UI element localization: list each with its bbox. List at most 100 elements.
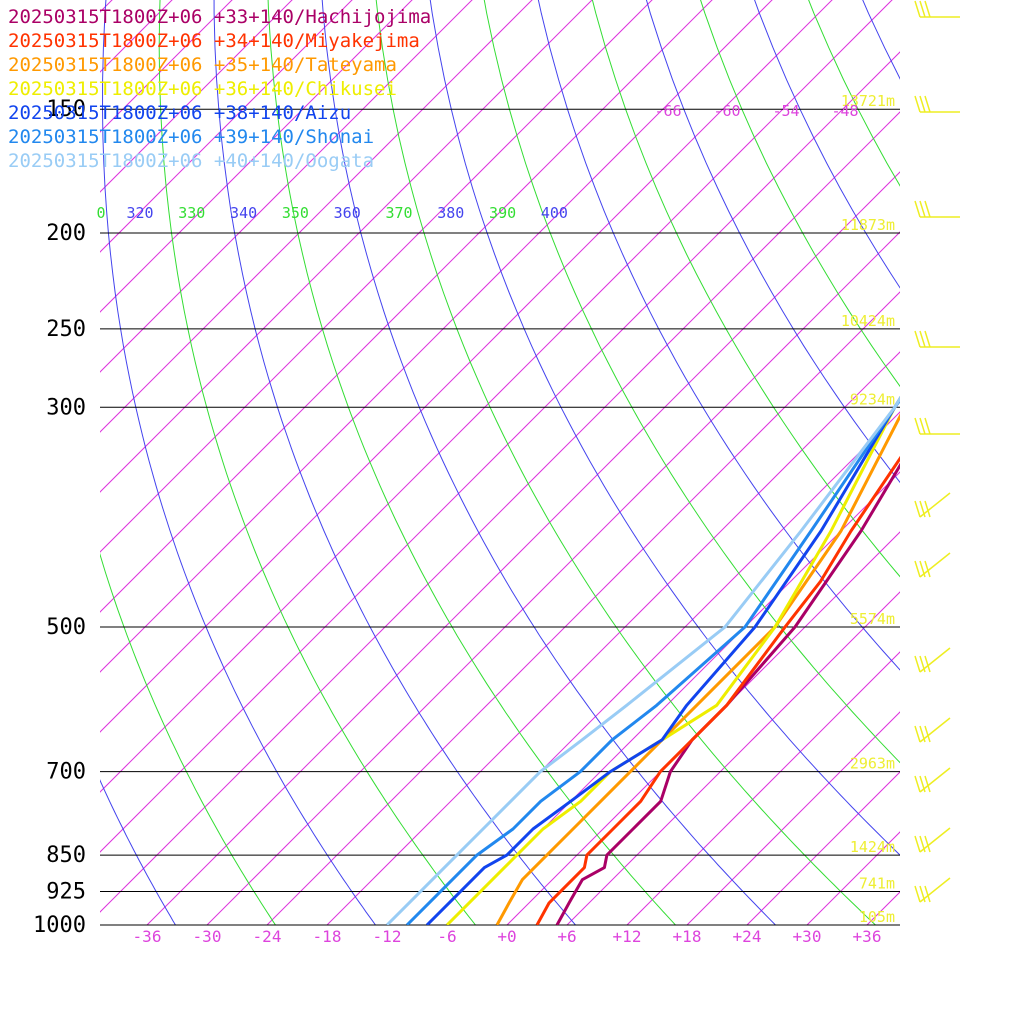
theta-label: 400	[541, 204, 568, 222]
isotherm-line	[100, 0, 473, 373]
dry-adiabat	[101, 0, 376, 925]
pressure-tick-label: 1000	[33, 913, 86, 938]
height-label: 741m	[859, 874, 895, 892]
isotherm-line	[386, 411, 900, 925]
dry-adiabat	[158, 0, 476, 925]
temperature-tick-label: -6	[437, 927, 456, 946]
wind-barb	[914, 95, 960, 113]
isotherm-line	[746, 771, 900, 925]
temperature-tick-label: +36	[853, 927, 882, 946]
theta-label: 320	[126, 204, 153, 222]
dry-adiabat	[100, 779, 176, 925]
height-label: 13721m	[841, 92, 895, 110]
isobars	[100, 108, 900, 926]
dry-adiabat	[483, 0, 900, 764]
wind-barb	[914, 767, 951, 793]
isotherm-label: -48	[831, 102, 858, 120]
series-line	[535, 455, 900, 925]
theta-label: 0	[96, 204, 105, 222]
legend-item: 20250315T1800Z+06 +40+140/Oogata	[8, 150, 375, 172]
isotherm-line	[100, 0, 893, 793]
temperature-profiles	[385, 395, 900, 925]
temperature-tick-label: +18	[673, 927, 702, 946]
theta-label: 330	[178, 204, 205, 222]
legend: 20250315T1800Z+06 +33+140/Hachijojima 202…	[8, 5, 431, 173]
legend-item: 20250315T1800Z+06 +34+140/Miyakejima	[8, 30, 420, 52]
legend-item: 20250315T1800Z+06 +38+140/Aizu	[8, 102, 352, 124]
pressure-tick-label: 200	[46, 221, 86, 246]
wind-barb	[914, 877, 951, 903]
dry-adiabat	[429, 0, 900, 856]
isotherm-line	[100, 0, 833, 733]
isotherm-line	[100, 51, 900, 853]
wind-barb	[914, 492, 951, 518]
height-label: 105m	[859, 908, 895, 926]
pressure-tick-label: 925	[46, 879, 86, 904]
wind-barb	[914, 647, 951, 673]
pressure-tick-label: 850	[46, 843, 86, 868]
isotherm-line	[146, 171, 900, 925]
series-line	[555, 462, 900, 925]
wind-barb	[914, 330, 960, 348]
pressure-tick-label: 500	[46, 615, 86, 640]
temperature-tick-label: -18	[313, 927, 342, 946]
dry-adiabat	[591, 0, 900, 578]
legend-item: 20250315T1800Z+06 +35+140/Tateyama	[8, 54, 397, 76]
isotherm-line	[266, 291, 900, 925]
theta-label: 360	[334, 204, 361, 222]
dry-adiabat	[537, 0, 900, 671]
isotherm-line	[806, 831, 900, 925]
wind-barb	[914, 552, 951, 578]
legend-item: 20250315T1800Z+06 +36+140/Chikusei	[8, 78, 397, 100]
isotherm-label: -60	[713, 102, 740, 120]
isotherm-line	[100, 0, 533, 433]
isotherm-line	[927, 0, 1024, 925]
isotherm-label: -54	[772, 102, 799, 120]
series-line	[425, 395, 900, 925]
legend-item: 20250315T1800Z+06 +33+140/Hachijojima	[8, 6, 432, 28]
theta-label: 350	[282, 204, 309, 222]
series-line	[495, 413, 900, 925]
isotherm-line	[686, 711, 900, 925]
dry-adiabat	[100, 552, 276, 925]
theta-label: 340	[230, 204, 257, 222]
temperature-tick-label: +6	[557, 927, 576, 946]
wind-barbs	[914, 0, 960, 903]
isotherm-line	[866, 891, 900, 925]
temperature-tick-label: +24	[733, 927, 762, 946]
dry-adiabat	[700, 0, 900, 388]
isotherm-label: -66	[654, 102, 681, 120]
isotherm-line	[987, 0, 1024, 925]
temperature-tick-label: +0	[497, 927, 516, 946]
wind-barb	[914, 0, 960, 18]
pressure-tick-label: 150	[46, 97, 86, 122]
dry-adiabat	[321, 0, 776, 925]
series-line	[405, 397, 900, 925]
wind-barb	[914, 200, 960, 218]
temperature-tick-label: -12	[373, 927, 402, 946]
temperature-tick-label: -24	[253, 927, 282, 946]
isotherm-line	[100, 0, 593, 493]
dry-adiabat	[645, 0, 900, 484]
isotherm-line	[100, 0, 653, 553]
background-lines	[100, 0, 1024, 925]
height-label: 10424m	[841, 312, 895, 330]
pressure-tick-label: 250	[46, 317, 86, 342]
pressure-tick-label: 700	[46, 760, 86, 785]
plot-labels: 10016266m15013721m20011873m25010424m3009…	[33, 92, 895, 946]
isotherm-line	[100, 111, 900, 913]
isotherm-line	[100, 0, 713, 613]
theta-label: 390	[489, 204, 516, 222]
wind-barb	[914, 717, 951, 743]
height-label: 11873m	[841, 216, 895, 234]
isotherm-line	[100, 0, 773, 673]
pressure-tick-label: 300	[46, 395, 86, 420]
theta-label: 380	[437, 204, 464, 222]
height-label: 1424m	[850, 838, 895, 856]
isotherm-line	[326, 351, 900, 925]
dry-adiabat	[375, 0, 876, 925]
temperature-tick-label: -36	[133, 927, 162, 946]
dry-adiabat	[213, 0, 576, 925]
isotherm-line	[446, 471, 900, 925]
wind-barb	[914, 827, 951, 853]
